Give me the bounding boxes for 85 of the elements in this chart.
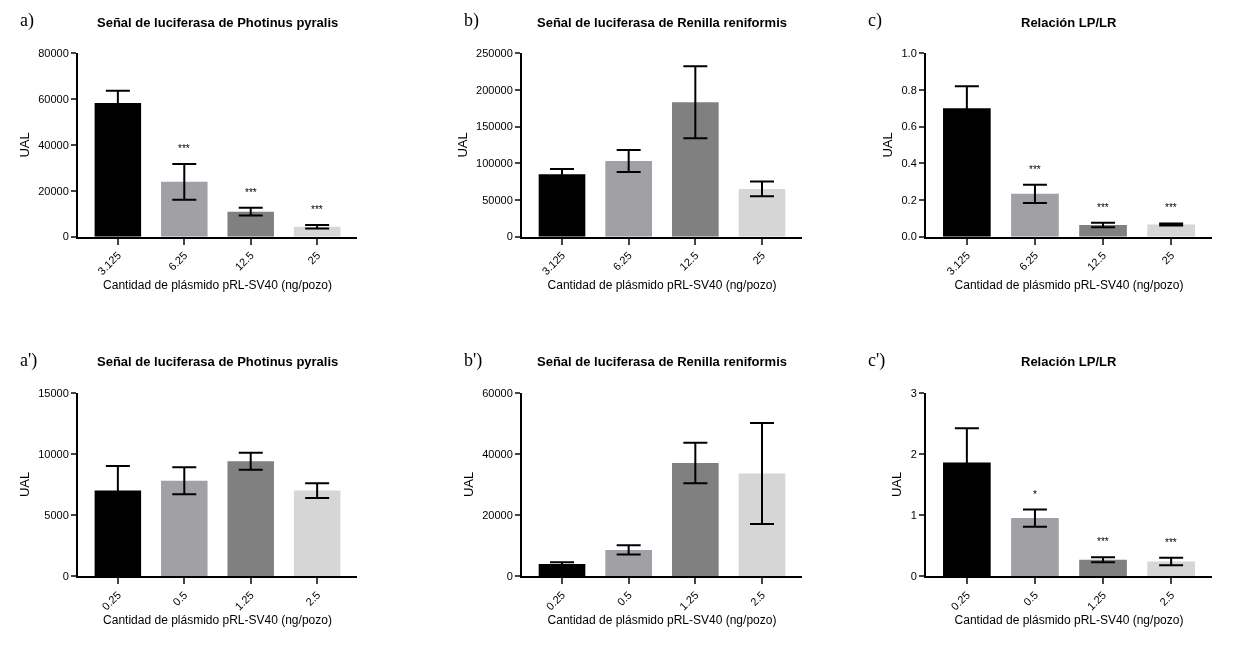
- y-tick-label: 50000: [482, 193, 513, 206]
- y-tick-label: 0: [62, 570, 69, 583]
- bar: [161, 181, 208, 237]
- annotation: ***: [245, 187, 257, 198]
- y-tick-label: 20000: [38, 184, 69, 197]
- y-tick-label: 0.6: [901, 120, 917, 133]
- x-axis-title: Cantidad de plásmido pRL-SV40 (ng/pozo): [103, 612, 332, 627]
- annotation: ***: [1165, 537, 1177, 548]
- text: c'): [868, 350, 886, 371]
- y-tick-label: 150000: [476, 120, 513, 133]
- y-tick-label: 40000: [482, 447, 513, 460]
- x-tick-label: 0.5: [170, 588, 190, 609]
- bar: [161, 480, 208, 577]
- y-tick-label: 60000: [482, 386, 513, 399]
- y-tick-label: 15000: [38, 386, 69, 399]
- y-tick-label: 40000: [38, 138, 69, 151]
- x-tick-label: 2.5: [1157, 588, 1177, 609]
- x-tick-label: 2.5: [303, 588, 323, 609]
- y-tick-label: 0: [62, 230, 69, 243]
- x-axis-title: Cantidad de plásmido pRL-SV40 (ng/pozo): [547, 277, 777, 292]
- y-axis-title: UAL: [879, 132, 895, 158]
- y-tick-label: 1.0: [901, 46, 917, 59]
- bar: [672, 102, 719, 237]
- y-tick-label: 3: [910, 386, 917, 399]
- text: c): [868, 10, 882, 31]
- annotation: ***: [1097, 536, 1109, 547]
- text: b): [464, 10, 479, 31]
- chart-title: Señal de luciferasa de Renilla reniformis: [537, 354, 787, 369]
- y-tick-label: 100000: [476, 157, 513, 170]
- bar: [227, 461, 274, 577]
- bar: [738, 473, 786, 577]
- y-tick-label: 250000: [476, 46, 513, 59]
- y-tick-label: 20000: [482, 508, 513, 521]
- bar: [605, 549, 652, 577]
- y-tick-label: 10000: [38, 447, 69, 460]
- bar: [227, 211, 274, 237]
- y-tick-label: 0: [910, 570, 917, 583]
- bar: [672, 463, 719, 577]
- bar: [1011, 518, 1059, 577]
- y-axis-title: UAL: [889, 471, 905, 498]
- y-axis-title: UAL: [460, 471, 476, 498]
- y-tick-label: 60000: [38, 92, 69, 105]
- x-tick-label: 0.5: [1020, 588, 1041, 609]
- y-axis-title: UAL: [16, 471, 32, 498]
- y-tick-label: 0: [506, 570, 513, 583]
- bar: [1079, 559, 1127, 577]
- bar: [738, 188, 786, 237]
- chart-title: Señal de luciferasa de Renilla reniformis: [537, 15, 787, 30]
- x-tick-label: 0.5: [614, 588, 634, 609]
- annotation: *: [1033, 489, 1037, 500]
- text: a): [20, 10, 34, 31]
- x-tick-label: 25: [305, 249, 323, 267]
- y-tick-label: 0.0: [901, 230, 917, 243]
- y-tick-label: 5000: [44, 508, 69, 521]
- bar: [293, 490, 341, 577]
- chart-title: Relación LP/LR: [1021, 15, 1117, 30]
- x-axis-title: Cantidad de plásmido pRL-SV40 (ng/pozo): [954, 612, 1184, 627]
- bar: [605, 161, 652, 237]
- text: b'): [464, 350, 483, 371]
- y-tick-label: 2: [910, 447, 917, 460]
- chart-title: Señal de luciferasa de Photinus pyralis: [97, 354, 339, 369]
- x-axis-title: Cantidad de plásmido pRL-SV40 (ng/pozo): [103, 277, 332, 292]
- y-axis-title: UAL: [16, 132, 32, 158]
- x-axis-title: Cantidad de plásmido pRL-SV40 (ng/pozo): [954, 277, 1184, 292]
- annotation: ***: [1097, 202, 1109, 213]
- y-tick-label: 80000: [38, 46, 69, 59]
- y-tick-label: 0.8: [901, 83, 917, 96]
- x-tick-label: 2.5: [748, 588, 768, 609]
- annotation: ***: [311, 204, 323, 215]
- y-axis-title: UAL: [454, 132, 470, 158]
- x-tick-label: 25: [1159, 249, 1177, 267]
- x-tick-label: 25: [750, 249, 768, 267]
- y-tick-label: 1: [910, 508, 917, 521]
- annotation: ***: [1165, 202, 1177, 213]
- chart-title: Relación LP/LR: [1021, 354, 1117, 369]
- y-tick-label: 0.4: [901, 157, 917, 170]
- x-axis-title: Cantidad de plásmido pRL-SV40 (ng/pozo): [547, 612, 777, 627]
- y-tick-label: 200000: [476, 83, 513, 96]
- chart-title: Señal de luciferasa de Photinus pyralis: [97, 15, 339, 30]
- annotation: ***: [1029, 164, 1041, 175]
- annotation: ***: [178, 143, 190, 154]
- text: a'): [20, 350, 38, 371]
- bar: [1011, 193, 1059, 237]
- y-tick-label: 0.2: [901, 193, 917, 206]
- y-tick-label: 0: [506, 230, 513, 243]
